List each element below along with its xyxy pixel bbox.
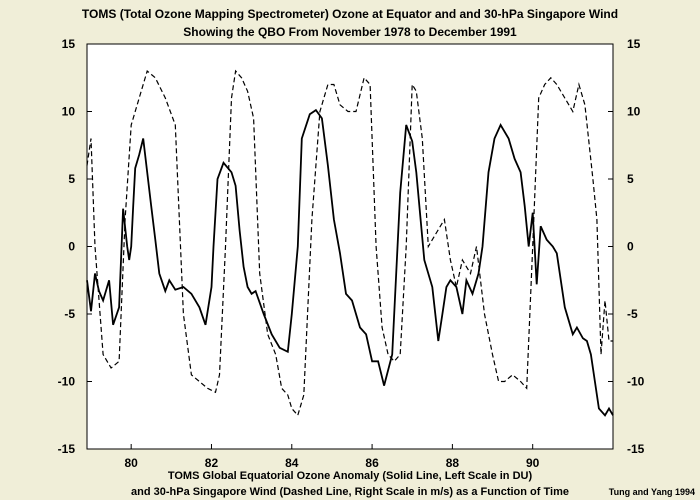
y-tick-label-right: 5 [627,172,634,186]
y-tick-label-right: 0 [627,240,634,254]
left-y-axis-labels: 15 10 5 0 -5 -10 -15 [58,37,76,456]
series-line-ozone-anomaly [86,108,614,417]
y-tick-label-right: -5 [627,307,638,321]
caption-line-1: TOMS Global Equatorial Ozone Anomaly (So… [168,470,533,482]
y-tick-label-left: 0 [68,240,75,254]
x-axis-labels: 80 82 84 86 88 90 [124,456,539,470]
chart-subtitle: Showing the QBO From November 1978 to De… [183,25,517,39]
y-tick-label-left: 5 [68,172,75,186]
credit-label: Tung and Yang 1994 [609,487,695,497]
y-tick-label-left: 10 [62,105,76,119]
x-tick-label: 86 [365,456,379,470]
y-tick-label-right: 15 [627,37,641,51]
y-tick-label-left: -15 [58,442,76,456]
axis-ticks [87,43,613,450]
y-tick-label-left: 15 [62,37,76,51]
y-tick-label-right: -10 [627,375,645,389]
y-tick-label-right: 10 [627,105,641,119]
x-tick-label: 80 [124,456,138,470]
chart-title: TOMS (Total Ozone Mapping Spectrometer) … [82,7,618,21]
x-tick-label: 88 [446,456,460,470]
x-tick-label: 90 [526,456,540,470]
series-line-singapore-wind [86,69,613,417]
y-tick-label-left: -10 [58,375,76,389]
caption-line-2: and 30-hPa Singapore Wind (Dashed Line, … [131,486,569,498]
x-tick-label: 82 [205,456,219,470]
y-tick-label-right: -15 [627,442,645,456]
x-tick-label: 84 [285,456,299,470]
y-tick-label-left: -5 [64,307,75,321]
right-y-axis-labels: 15 10 5 0 -5 -10 -15 [627,37,645,456]
